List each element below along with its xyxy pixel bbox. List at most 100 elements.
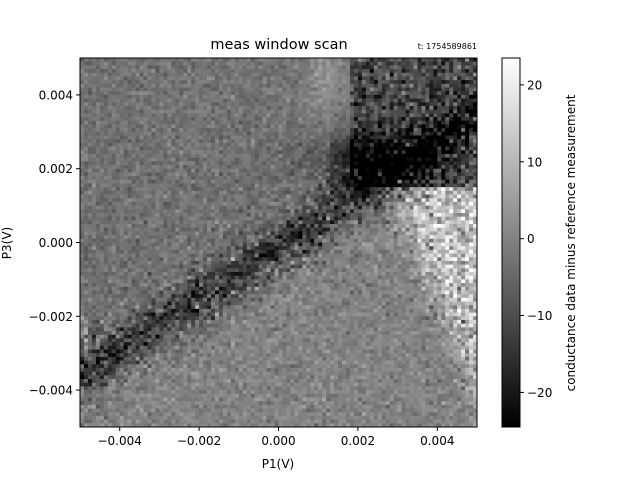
heatmap-cell [417,58,422,63]
heatmap-cell [167,102,172,107]
heatmap-cell [413,179,418,184]
heatmap-cell [211,72,216,77]
heatmap-cell [258,220,263,225]
heatmap-cell [381,117,387,122]
heatmap-cell [147,139,152,144]
heatmap-cell [175,65,180,70]
heatmap-cell [163,161,168,166]
heatmap-cell [449,205,454,210]
heatmap-cell [222,220,228,225]
heatmap-cell [342,139,347,144]
heatmap-cell [405,227,410,232]
heatmap-cell [167,117,172,122]
heatmap-cell [449,139,454,144]
heatmap-cell [274,212,279,218]
heatmap-cell [294,190,299,195]
heatmap-cell [429,91,434,96]
heatmap-cell [135,216,140,221]
heatmap-cell [230,98,236,103]
heatmap-cell [131,65,136,70]
heatmap-cell [270,209,275,214]
heatmap-cell [159,109,164,114]
heatmap-cell [262,142,267,147]
heatmap-cell [143,135,148,140]
heatmap-cell [345,94,351,99]
heatmap-cell [286,157,291,162]
heatmap-cell [222,168,228,173]
heatmap-cell [373,153,379,158]
heatmap-cell [298,168,303,173]
heatmap-cell [95,120,101,125]
heatmap-cell [397,80,402,85]
heatmap-cell [425,98,430,103]
heatmap-cell [139,80,144,85]
heatmap-cell [123,157,128,162]
heatmap-cell [409,146,414,151]
heatmap-cell [143,91,148,96]
heatmap-cell [218,238,224,243]
heatmap-cell [87,179,93,184]
heatmap-cell [87,128,93,133]
heatmap-cell [123,198,128,203]
heatmap-cell [393,69,398,74]
heatmap-cell [345,168,351,173]
heatmap-cell [322,153,327,158]
heatmap-cell [242,91,248,96]
heatmap-cell [103,76,109,81]
heatmap-cell [171,58,176,63]
heatmap-cell [218,124,224,129]
heatmap-cell [203,109,208,114]
heatmap-cell [238,113,244,118]
heatmap-cell [274,139,279,144]
heatmap-cell [278,153,283,158]
heatmap-cell [234,209,240,214]
heatmap-cell [270,58,275,63]
heatmap-cell [135,183,140,188]
heatmap-cell [230,72,236,77]
heatmap-cell [83,91,89,96]
heatmap-cell [357,120,363,125]
heatmap-cell [230,157,236,162]
heatmap-cell [95,76,101,81]
heatmap-cell [445,61,450,66]
heatmap-cell [270,61,275,66]
heatmap-cell [238,80,244,85]
heatmap-cell [119,142,125,147]
heatmap-cell [147,72,152,77]
heatmap-cell [167,205,172,210]
heatmap-cell [413,190,418,195]
heatmap-cell [445,69,450,74]
heatmap-cell [365,216,371,221]
heatmap-cell [80,61,85,66]
heatmap-cell [381,87,387,92]
heatmap-cell [155,83,160,88]
heatmap-cell [318,205,323,210]
heatmap-cell [338,135,343,140]
heatmap-cell [119,220,125,225]
heatmap-cell [147,190,152,195]
heatmap-cell [111,201,117,206]
heatmap-cell [417,150,422,155]
heatmap-cell [318,227,323,232]
heatmap-cell [437,117,442,122]
heatmap-cell [123,94,128,99]
heatmap-cell [115,146,121,151]
heatmap-cell [91,194,97,199]
heatmap-cell [429,212,434,218]
heatmap-cell [183,131,188,136]
heatmap-cell [226,131,232,136]
heatmap-cell [318,117,323,122]
heatmap-cell [469,205,474,210]
heatmap-cell [417,187,422,192]
heatmap-cell [80,150,85,155]
heatmap-cell [425,194,430,199]
heatmap-cell [361,238,367,243]
heatmap-cell [473,176,478,181]
heatmap-cell [119,161,125,166]
heatmap-cell [171,179,176,184]
heatmap-cell [437,72,442,77]
heatmap-cell [349,109,355,114]
heatmap-cell [433,220,438,225]
heatmap-cell [353,83,359,88]
heatmap-cell [441,98,446,103]
